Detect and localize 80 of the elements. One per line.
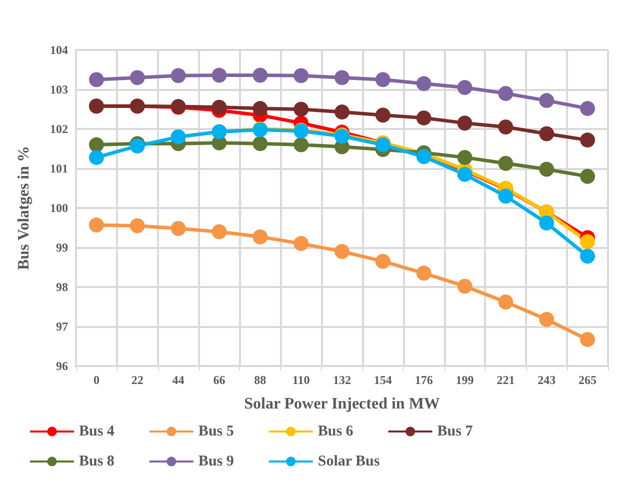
point — [88, 72, 104, 88]
point — [580, 168, 596, 184]
y-tick-label: 96 — [56, 359, 68, 373]
point — [88, 217, 104, 232]
point — [416, 110, 432, 126]
point — [498, 294, 514, 310]
x-tick-label: 243 — [538, 373, 556, 387]
point — [334, 104, 350, 120]
point — [457, 150, 472, 165]
point — [457, 278, 472, 294]
point — [252, 100, 268, 116]
point — [539, 216, 554, 231]
x-tick-label: 265 — [578, 373, 597, 387]
point — [457, 116, 472, 131]
point — [252, 68, 268, 83]
point — [212, 68, 227, 83]
point — [539, 312, 554, 327]
point — [539, 162, 554, 177]
x-tick-label: 66 — [213, 373, 226, 387]
point — [252, 229, 268, 244]
x-tick-label: 221 — [496, 373, 515, 387]
point — [130, 218, 145, 234]
y-tick-label: 99 — [56, 240, 68, 254]
legend-label: Bus 6 — [318, 424, 354, 440]
point — [498, 156, 514, 171]
point — [498, 86, 514, 101]
point — [580, 132, 596, 148]
legend-label: Bus 4 — [79, 424, 115, 440]
point — [580, 248, 596, 264]
x-tick-label: 44 — [172, 373, 184, 387]
point — [88, 150, 104, 165]
x-tick-label: 154 — [374, 373, 392, 387]
legend-label: Bus 7 — [437, 424, 474, 440]
point — [252, 136, 268, 152]
point — [375, 108, 390, 123]
point — [498, 120, 514, 135]
point — [539, 93, 554, 108]
point — [294, 102, 309, 117]
legend-label: Bus 5 — [198, 424, 234, 440]
point — [334, 70, 350, 86]
x-tick-label: 0 — [93, 373, 100, 387]
legend-label: Bus 8 — [79, 454, 114, 470]
point — [375, 72, 390, 88]
x-tick-label: 110 — [292, 373, 310, 387]
point — [457, 80, 472, 96]
x-tick-label: 199 — [456, 373, 474, 387]
point — [457, 166, 472, 182]
point — [170, 68, 186, 84]
y-axis-title: Bus Volatges in % — [16, 146, 32, 270]
point — [539, 126, 554, 142]
point — [294, 137, 309, 152]
point — [170, 221, 186, 236]
x-tick-label: 132 — [333, 373, 351, 387]
point — [130, 70, 145, 86]
point — [498, 188, 514, 204]
point — [416, 76, 432, 92]
point — [375, 254, 390, 269]
point — [212, 224, 227, 240]
y-tick-label: 100 — [50, 201, 68, 215]
x-tick-label: 22 — [131, 373, 144, 387]
y-tick-label: 98 — [56, 280, 68, 294]
point — [294, 236, 309, 252]
point — [580, 332, 596, 348]
y-tick-label: 101 — [50, 162, 68, 176]
y-tick-label: 102 — [50, 122, 68, 136]
legend-label: Solar Bus — [318, 454, 380, 470]
y-tick-label: 103 — [50, 82, 68, 96]
point — [334, 244, 350, 259]
point — [580, 234, 596, 250]
point — [416, 266, 432, 281]
point — [212, 100, 227, 115]
y-tick-label: 104 — [50, 43, 68, 57]
point — [88, 137, 104, 152]
x-tick-label: 88 — [254, 373, 266, 387]
point — [580, 100, 596, 116]
y-tick-label: 97 — [56, 320, 68, 334]
x-tick-label: 176 — [414, 373, 433, 387]
legend-label: Bus 9 — [198, 454, 234, 470]
x-axis-title: Solar Power Injected in MW — [244, 396, 440, 412]
point — [294, 68, 309, 84]
